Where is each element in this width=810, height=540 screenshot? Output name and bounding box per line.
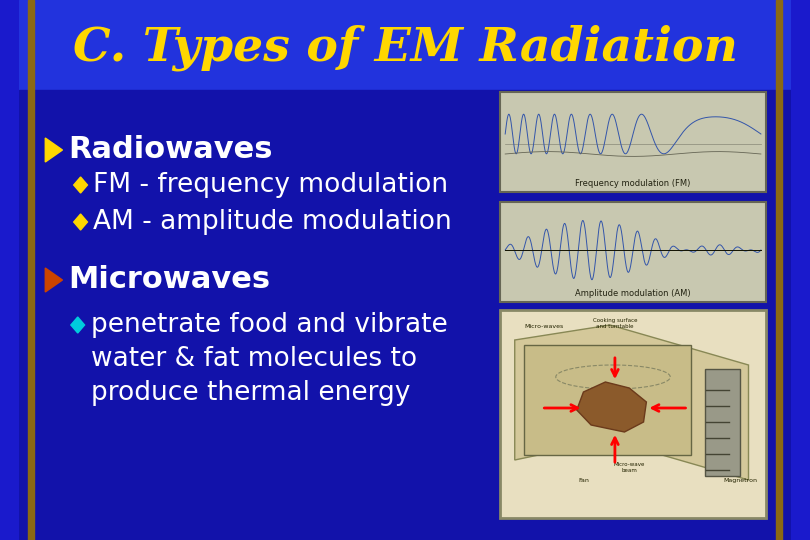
- Polygon shape: [74, 214, 87, 230]
- Text: FM - frequency modulation: FM - frequency modulation: [93, 172, 448, 198]
- Bar: [776, 0, 782, 540]
- Polygon shape: [577, 382, 646, 432]
- FancyBboxPatch shape: [705, 369, 740, 476]
- Polygon shape: [45, 138, 62, 162]
- FancyBboxPatch shape: [501, 92, 765, 192]
- Text: Micro-waves: Micro-waves: [524, 324, 564, 329]
- Polygon shape: [70, 317, 84, 333]
- Text: penetrate food and vibrate
water & fat molecules to
produce thermal energy: penetrate food and vibrate water & fat m…: [91, 312, 448, 406]
- FancyBboxPatch shape: [501, 202, 765, 302]
- FancyBboxPatch shape: [524, 345, 691, 455]
- FancyBboxPatch shape: [501, 310, 765, 518]
- Text: Radiowaves: Radiowaves: [68, 136, 273, 165]
- Text: Microwaves: Microwaves: [68, 266, 271, 294]
- Text: Magnetron: Magnetron: [724, 478, 758, 483]
- Bar: [19, 0, 791, 90]
- Text: Micro-wave
beam: Micro-wave beam: [613, 462, 645, 473]
- Polygon shape: [74, 177, 87, 193]
- Text: Cooking surface
and turntable: Cooking surface and turntable: [593, 318, 637, 329]
- Polygon shape: [514, 325, 748, 480]
- Polygon shape: [45, 268, 62, 292]
- Text: Fan: Fan: [578, 478, 589, 483]
- Bar: [28, 0, 34, 540]
- Text: AM - amplitude modulation: AM - amplitude modulation: [93, 209, 452, 235]
- Text: C. Types of EM Radiation: C. Types of EM Radiation: [73, 25, 737, 71]
- Bar: [19, 90, 791, 540]
- Text: Frequency modulation (FM): Frequency modulation (FM): [575, 179, 691, 188]
- Text: Amplitude modulation (AM): Amplitude modulation (AM): [575, 289, 691, 299]
